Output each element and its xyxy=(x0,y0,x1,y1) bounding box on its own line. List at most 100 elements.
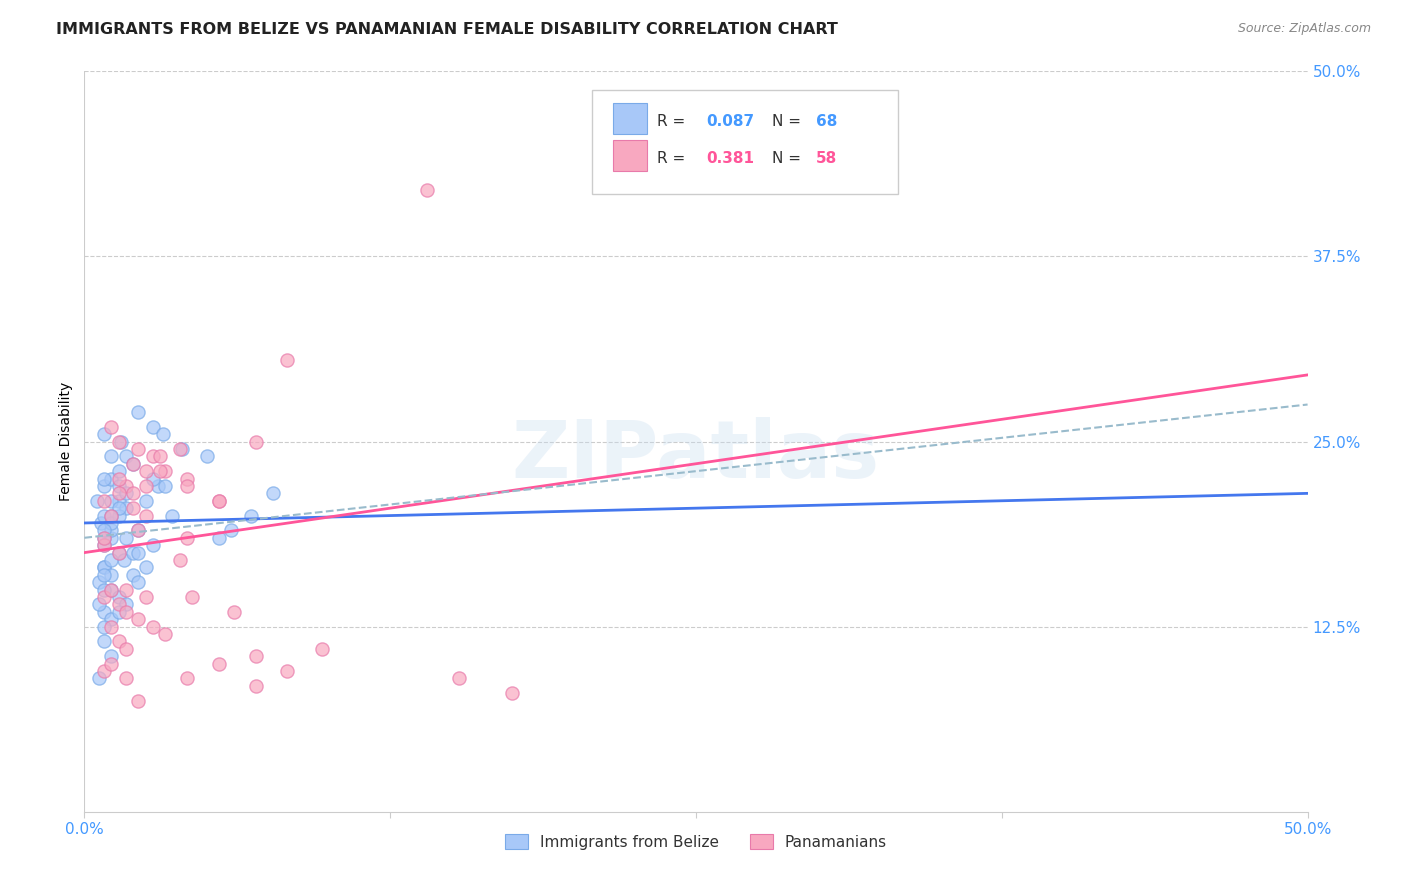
Point xyxy=(93,538,115,552)
Point xyxy=(153,627,176,641)
Point xyxy=(127,442,149,456)
Point xyxy=(153,479,176,493)
Point xyxy=(162,508,184,523)
Point xyxy=(107,472,129,486)
Point xyxy=(93,427,115,442)
Point xyxy=(100,419,122,434)
Point xyxy=(219,524,242,538)
Point xyxy=(245,434,267,449)
Point xyxy=(115,672,138,686)
Text: IMMIGRANTS FROM BELIZE VS PANAMANIAN FEMALE DISABILITY CORRELATION CHART: IMMIGRANTS FROM BELIZE VS PANAMANIAN FEM… xyxy=(56,22,838,37)
Point xyxy=(135,479,157,493)
Point xyxy=(135,590,157,604)
Point xyxy=(135,508,157,523)
Point xyxy=(276,353,298,368)
Point xyxy=(107,546,129,560)
Point xyxy=(172,442,194,456)
Point xyxy=(100,493,122,508)
Point xyxy=(127,575,149,590)
Point xyxy=(86,493,108,508)
Text: N =: N = xyxy=(772,114,806,129)
Point xyxy=(107,590,129,604)
Point xyxy=(93,664,115,678)
Point xyxy=(176,479,198,493)
Point xyxy=(127,524,149,538)
Point xyxy=(100,649,122,664)
Point xyxy=(142,472,165,486)
Point xyxy=(311,641,333,656)
Point xyxy=(127,612,149,626)
Point xyxy=(115,641,138,656)
Point xyxy=(100,582,122,597)
Text: Source: ZipAtlas.com: Source: ZipAtlas.com xyxy=(1237,22,1371,36)
Point xyxy=(100,508,122,523)
Point xyxy=(93,531,115,545)
Point xyxy=(142,538,165,552)
Point xyxy=(142,619,165,633)
Point xyxy=(100,524,122,538)
Point xyxy=(107,598,129,612)
Point xyxy=(93,605,115,619)
Point xyxy=(276,664,298,678)
Point xyxy=(115,598,138,612)
Point xyxy=(93,560,115,574)
Point xyxy=(107,508,129,523)
Point xyxy=(135,464,157,478)
Point xyxy=(93,472,115,486)
Text: R =: R = xyxy=(657,114,690,129)
Point xyxy=(93,590,115,604)
Point xyxy=(100,508,122,523)
Point xyxy=(122,457,145,471)
Point xyxy=(93,508,115,523)
Point xyxy=(122,486,145,500)
Point xyxy=(112,553,135,567)
Text: R =: R = xyxy=(657,152,690,166)
Point xyxy=(100,531,122,545)
Point xyxy=(87,598,110,612)
Point xyxy=(87,672,110,686)
Point xyxy=(239,508,262,523)
Text: ZIPatlas: ZIPatlas xyxy=(512,417,880,495)
Point xyxy=(100,619,122,633)
Point xyxy=(93,582,115,597)
Point xyxy=(262,486,284,500)
Point xyxy=(107,464,129,478)
Point xyxy=(115,450,138,464)
Point xyxy=(100,472,122,486)
Point xyxy=(127,524,149,538)
Point xyxy=(93,524,115,538)
Point xyxy=(107,605,129,619)
Point xyxy=(135,560,157,574)
Point xyxy=(222,605,245,619)
Point xyxy=(100,553,122,567)
Point xyxy=(447,672,470,686)
Point xyxy=(208,531,231,545)
Point xyxy=(107,486,129,500)
Point xyxy=(93,567,115,582)
Point xyxy=(127,405,149,419)
FancyBboxPatch shape xyxy=(613,140,647,171)
Text: N =: N = xyxy=(772,152,806,166)
Point xyxy=(100,612,122,626)
Point xyxy=(93,479,115,493)
Point xyxy=(146,479,169,493)
Point xyxy=(245,649,267,664)
Point xyxy=(122,501,145,516)
Point xyxy=(93,634,115,648)
Point xyxy=(416,183,439,197)
Point xyxy=(110,434,132,449)
Point xyxy=(181,590,204,604)
Point xyxy=(100,450,122,464)
Point xyxy=(107,493,129,508)
Point xyxy=(115,531,138,545)
Point xyxy=(93,560,115,574)
Point xyxy=(149,464,172,478)
Point xyxy=(115,486,138,500)
Point xyxy=(127,694,149,708)
Point xyxy=(115,501,138,516)
Text: 0.381: 0.381 xyxy=(706,152,754,166)
Point xyxy=(87,575,110,590)
Point xyxy=(153,464,176,478)
Text: 58: 58 xyxy=(815,152,837,166)
Point xyxy=(93,538,115,552)
